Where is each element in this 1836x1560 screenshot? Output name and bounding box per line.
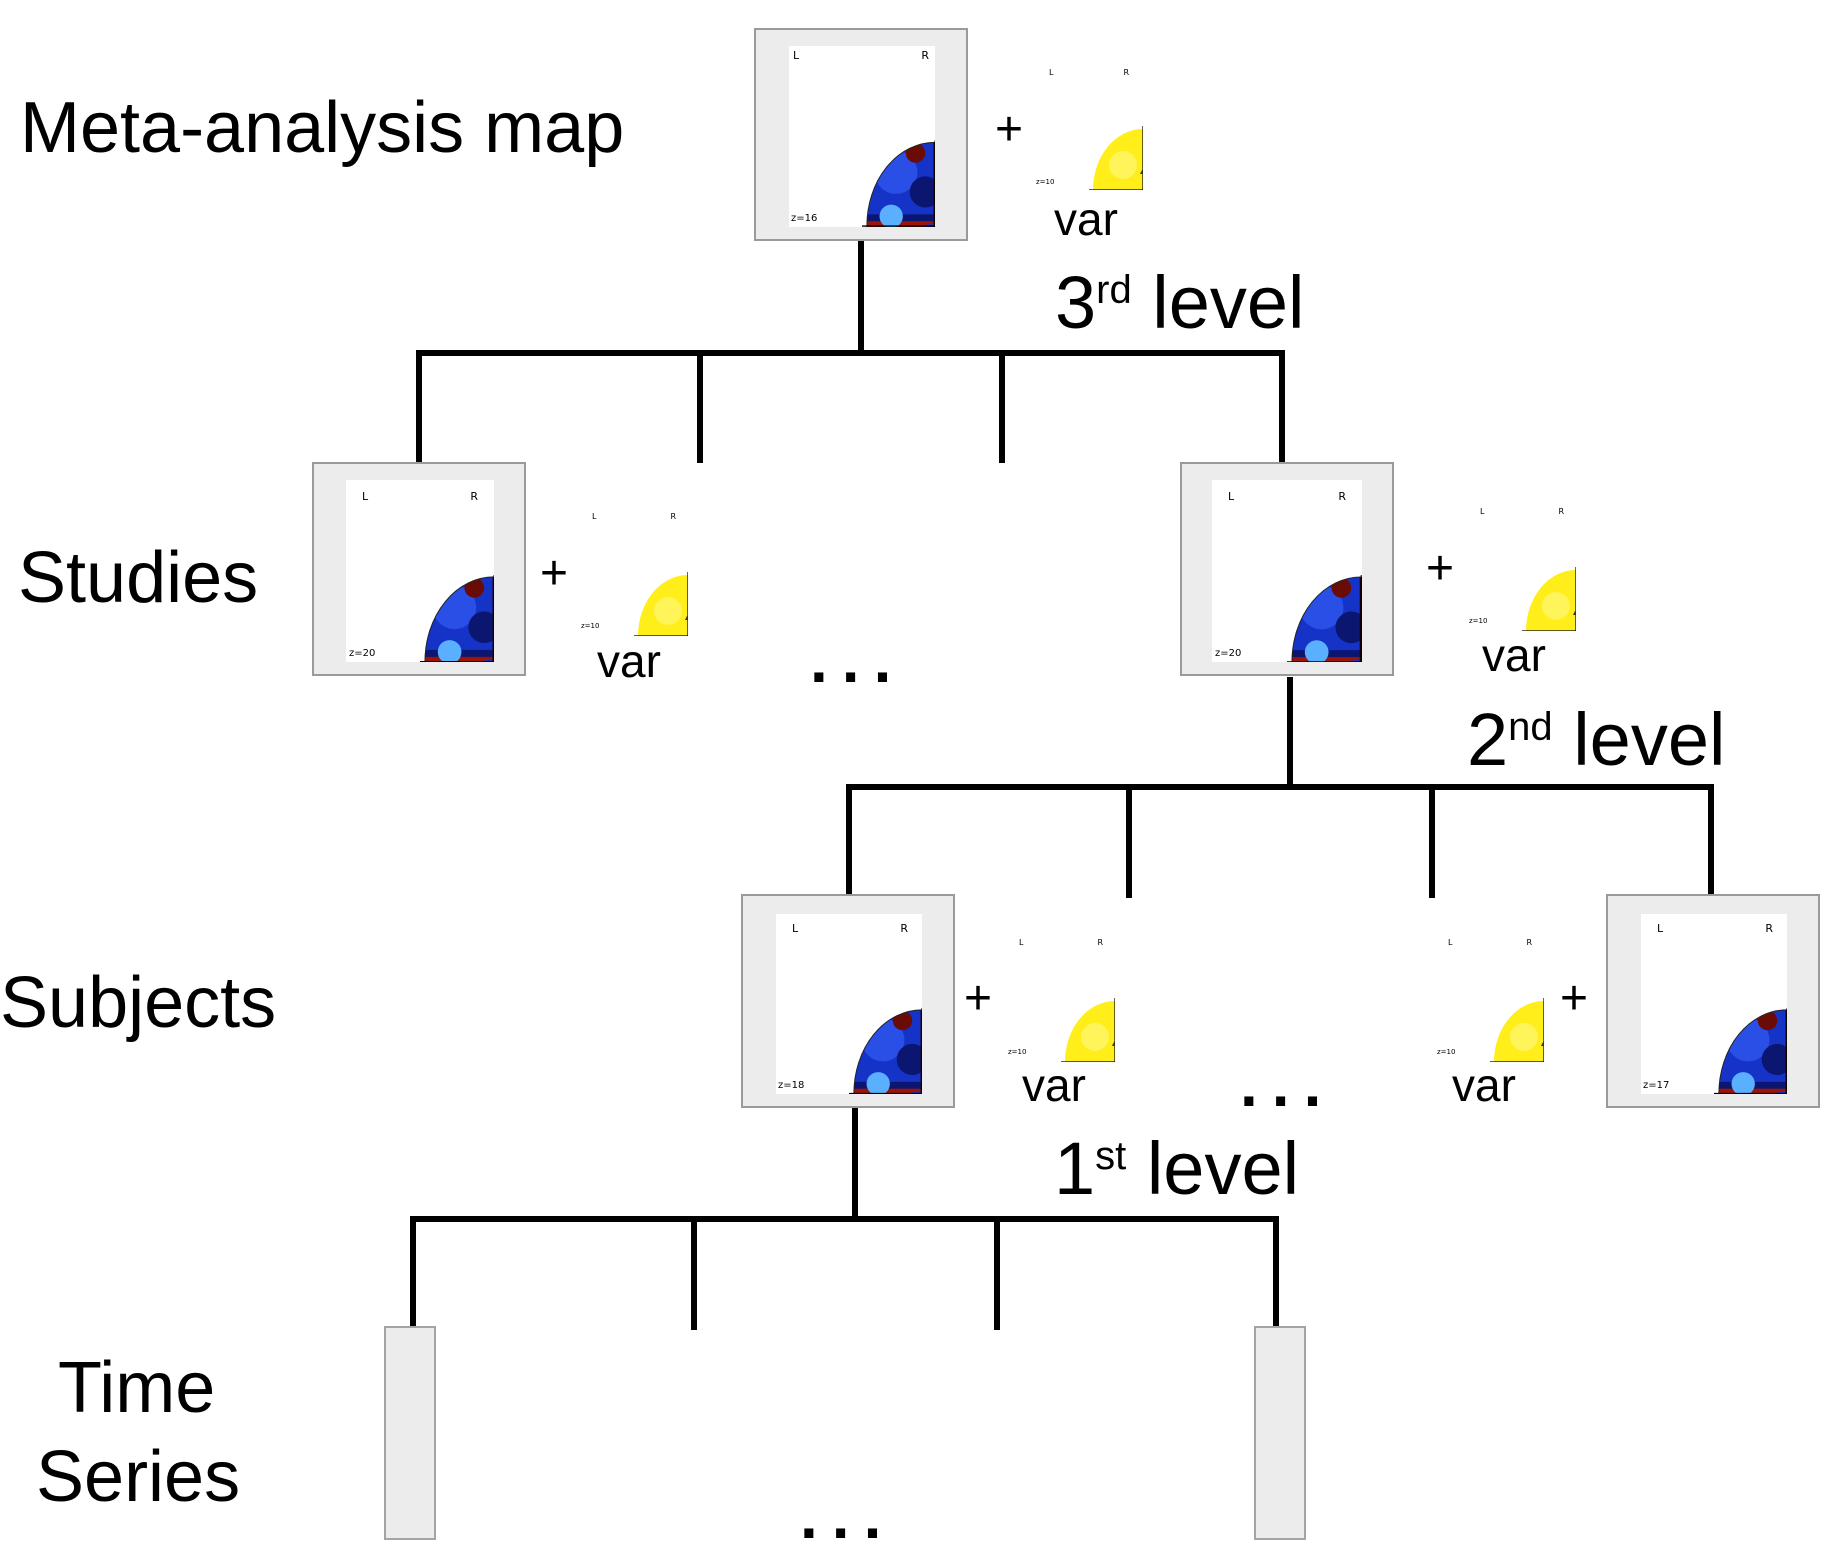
effect-map-image — [1212, 480, 1362, 662]
slice-label: z=20 — [1215, 648, 1242, 659]
variance-map-image — [1434, 930, 1544, 1062]
level-number: 3 — [1055, 261, 1097, 344]
subject-variance-map-first: L R z=10 — [1005, 930, 1115, 1062]
slice-label: z=10 — [1437, 1048, 1456, 1056]
subject-brain-map-first: L R z=18 — [741, 894, 955, 1108]
level-suffix: rd — [1096, 268, 1132, 312]
slice-label: z=20 — [349, 648, 376, 659]
ellipsis-more-studies: ... — [810, 624, 906, 696]
meta-analysis-row-label: Meta-analysis map — [20, 88, 625, 168]
time-series-block-last — [1254, 1326, 1306, 1540]
study-brain-map-last: L R z=20 — [1180, 462, 1394, 676]
level-word: level — [1146, 1127, 1300, 1210]
orientation-right-label: R — [1765, 922, 1773, 935]
subject-variance-map-last: L R z=10 — [1434, 930, 1544, 1062]
variance-label: var — [1022, 1059, 1086, 1111]
plus-sign: + — [964, 972, 993, 1025]
level-number: 2 — [1467, 698, 1509, 781]
orientation-left-label: L — [592, 512, 597, 521]
orientation-left-label: L — [362, 490, 369, 503]
orientation-right-label: R — [921, 49, 929, 62]
orientation-left-label: L — [792, 922, 799, 935]
slice-label: z=16 — [791, 213, 818, 224]
third-level-label: 3rd level — [1055, 266, 1305, 340]
level-suffix: st — [1095, 1134, 1127, 1178]
variance-label: var — [1482, 629, 1546, 681]
effect-map-image — [789, 46, 935, 227]
slice-label: z=18 — [778, 1080, 805, 1091]
orientation-left-label: L — [1228, 490, 1235, 503]
effect-map-image — [1641, 914, 1787, 1094]
slice-label: z=10 — [1008, 1048, 1027, 1056]
orientation-right-label: R — [1097, 938, 1103, 947]
study-brain-map-first: L R z=20 — [312, 462, 526, 676]
plus-sign: + — [995, 103, 1024, 156]
variance-map-image — [1005, 930, 1115, 1062]
orientation-left-label: L — [1448, 938, 1453, 947]
slice-label: z=10 — [581, 622, 600, 630]
level-word: level — [1573, 698, 1726, 781]
level-word: level — [1152, 261, 1305, 344]
orientation-left-label: L — [793, 49, 800, 62]
variance-label: var — [597, 635, 661, 687]
variance-map-image — [1466, 499, 1576, 631]
meta-analysis-brain-map: L R z=16 — [754, 28, 968, 241]
study-variance-map-last: L R z=10 — [1466, 499, 1576, 631]
slice-label: z=10 — [1036, 178, 1055, 186]
orientation-right-label: R — [470, 490, 478, 503]
time-series-row-label-line2: Series — [36, 1437, 241, 1517]
time-series-block-first — [384, 1326, 436, 1540]
ellipsis-more-time-series: ... — [800, 1480, 896, 1552]
studies-row-label: Studies — [18, 538, 259, 618]
level-number: 1 — [1054, 1127, 1096, 1210]
variance-map-image — [1033, 58, 1143, 190]
subject-brain-map-last: L R z=17 — [1606, 894, 1820, 1108]
orientation-right-label: R — [1123, 68, 1129, 77]
ellipsis-more-subjects: ... — [1240, 1048, 1336, 1120]
orientation-right-label: R — [900, 922, 908, 935]
variance-label: var — [1054, 193, 1118, 245]
plus-sign: + — [1426, 542, 1455, 595]
orientation-right-label: R — [1338, 490, 1346, 503]
orientation-left-label: L — [1019, 938, 1024, 947]
plus-sign: + — [1560, 972, 1589, 1025]
orientation-left-label: L — [1480, 507, 1485, 516]
variance-label: var — [1452, 1059, 1516, 1111]
orientation-left-label: L — [1657, 922, 1664, 935]
effect-map-image — [776, 914, 922, 1094]
effect-map-image — [346, 480, 494, 662]
orientation-right-label: R — [670, 512, 676, 521]
slice-label: z=17 — [1643, 1080, 1670, 1091]
meta-variance-map: L R z=10 — [1033, 58, 1143, 190]
orientation-right-label: R — [1526, 938, 1532, 947]
subjects-row-label: Subjects — [0, 963, 277, 1043]
plus-sign: + — [540, 547, 569, 600]
study-variance-map-first: L R z=10 — [578, 504, 688, 636]
slice-label: z=10 — [1469, 617, 1488, 625]
variance-map-image — [578, 504, 688, 636]
first-level-label: 1st level — [1054, 1132, 1299, 1206]
time-series-row-label-line1: Time — [58, 1348, 216, 1428]
orientation-right-label: R — [1558, 507, 1564, 516]
orientation-left-label: L — [1049, 68, 1054, 77]
second-level-label: 2nd level — [1467, 703, 1725, 777]
level-suffix: nd — [1508, 705, 1553, 749]
